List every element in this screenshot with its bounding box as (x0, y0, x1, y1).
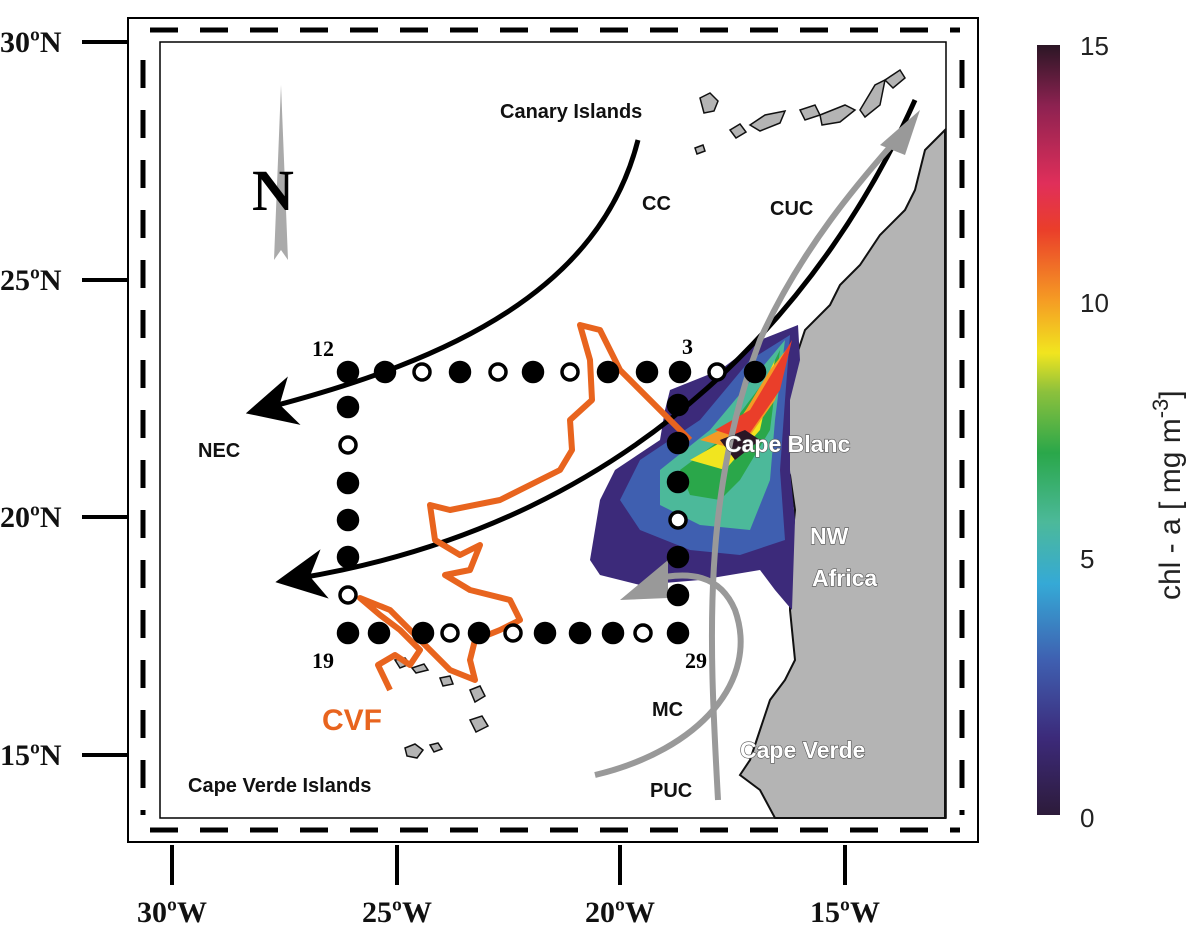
nw-africa-label: NW (810, 523, 849, 549)
station-filled-marker (336, 395, 360, 419)
station-filled-marker (596, 360, 620, 384)
north-arrow-icon (274, 85, 288, 260)
station-open-marker (440, 623, 460, 643)
lon-label: 25ºW (362, 896, 432, 929)
station-filled-marker (411, 621, 435, 645)
nw-africa-label: Africa (812, 565, 877, 591)
lat-label: 25ºN (0, 264, 62, 297)
cape-blanc-label: Cape Blanc (725, 431, 850, 457)
lat-axis (82, 40, 128, 757)
lat-label: 30ºN (0, 26, 62, 59)
canary-current-arrow (245, 139, 641, 425)
canary-islands (694, 68, 906, 155)
cuc-label: CUC (770, 198, 813, 220)
station-filled-marker (467, 621, 491, 645)
lon-label: 20ºW (585, 896, 655, 929)
station-filled-marker (336, 508, 360, 532)
station-open-marker (707, 362, 727, 382)
station-open-marker (338, 435, 358, 455)
lat-label: 15ºN (0, 739, 62, 772)
station-filled-marker (666, 545, 690, 569)
canary-islands-label: Canary Islands (500, 101, 642, 123)
station-open-marker (338, 585, 358, 605)
colorbar-label-sup: -3 (1148, 399, 1173, 419)
cc-label: CC (642, 193, 671, 215)
station-label-sw: 19 (312, 648, 334, 673)
station-open-marker (412, 362, 432, 382)
station-open-marker (560, 362, 580, 382)
station-filled-marker (568, 621, 592, 645)
station-filled-marker (367, 621, 391, 645)
north-label: N (252, 158, 294, 223)
station-filled-marker (666, 621, 690, 645)
station-filled-marker (666, 583, 690, 607)
cape-verde-frontal-zone (357, 322, 693, 692)
station-filled-marker (448, 360, 472, 384)
puc-label: PUC (650, 780, 692, 802)
station-filled-marker (373, 360, 397, 384)
station-filled-marker (336, 621, 360, 645)
colorbar (1037, 45, 1060, 815)
colorbar-tick: 5 (1080, 544, 1094, 574)
station-open-marker (488, 362, 508, 382)
station-label-se: 29 (685, 648, 707, 673)
cape-verde-label: Cape Verde (740, 737, 865, 763)
colorbar-label: chl - a [ mg m-3] (1148, 390, 1187, 600)
station-filled-marker (336, 360, 360, 384)
lat-label: 20ºN (0, 501, 62, 534)
mc-label: MC (652, 699, 683, 721)
colorbar-tick: 15 (1080, 31, 1109, 61)
cuc-arrowhead (880, 110, 920, 155)
mc-arrow (594, 572, 744, 778)
lon-label: 15ºW (810, 896, 880, 929)
station-open-marker (668, 510, 688, 530)
colorbar-tick: 10 (1080, 288, 1109, 318)
nec-label: NEC (198, 440, 240, 462)
mc-arrowhead (620, 560, 668, 600)
chlorophyll-patch (590, 325, 800, 610)
station-open-marker (633, 623, 653, 643)
colorbar-label-main: chl - a [ mg m (1154, 418, 1187, 600)
cvf-label: CVF (322, 704, 382, 737)
station-open-marker (503, 623, 523, 643)
station-filled-marker (533, 621, 557, 645)
station-filled-marker (601, 621, 625, 645)
station-label-nw: 12 (312, 336, 334, 361)
colorbar-label-end: ] (1154, 390, 1187, 398)
dashed-border (140, 27, 965, 833)
colorbar-tick: 0 (1080, 803, 1094, 833)
station-filled-marker (666, 393, 690, 417)
station-filled-marker (635, 360, 659, 384)
station-filled-marker (668, 360, 692, 384)
station-grid (336, 360, 767, 645)
lon-axis (170, 845, 847, 885)
station-filled-marker (666, 470, 690, 494)
outer-frame (127, 17, 979, 843)
station-filled-marker (336, 471, 360, 495)
station-filled-marker (743, 360, 767, 384)
station-filled-marker (521, 360, 545, 384)
lon-label: 30ºW (137, 896, 207, 929)
station-filled-marker (666, 431, 690, 455)
station-filled-marker (336, 545, 360, 569)
cape-verde-islands-label: Cape Verde Islands (188, 775, 371, 797)
station-label-ne: 3 (682, 334, 693, 359)
